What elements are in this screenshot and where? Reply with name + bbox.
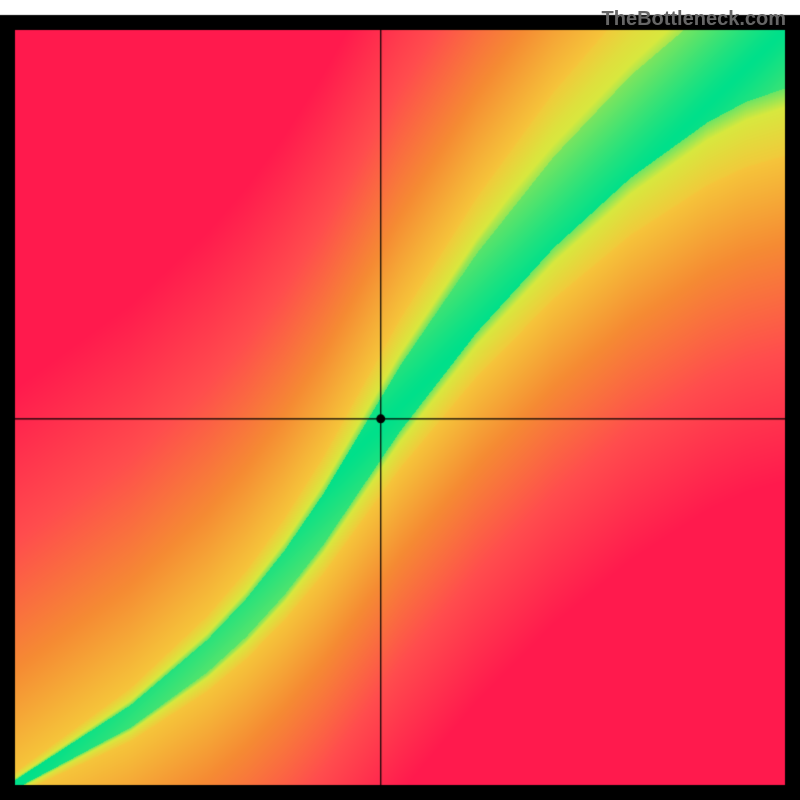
bottleneck-heatmap xyxy=(0,0,800,800)
chart-container: TheBottleneck.com xyxy=(0,0,800,800)
watermark-text: TheBottleneck.com xyxy=(602,8,786,31)
